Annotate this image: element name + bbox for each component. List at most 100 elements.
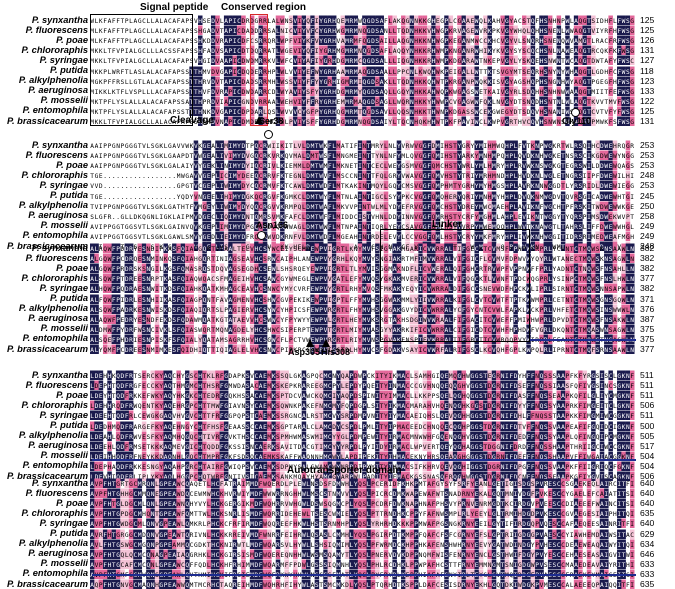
residue-letter: N <box>496 173 500 180</box>
residue-cell <box>301 180 307 191</box>
residue-letter: N <box>388 153 392 160</box>
residue-cell <box>591 96 596 106</box>
residue-cell <box>457 221 462 231</box>
residue-cell <box>232 263 238 274</box>
residue-cell <box>198 15 203 26</box>
residue-letter: A <box>224 28 228 35</box>
residue-letter: L <box>216 224 220 231</box>
residue-cell <box>396 221 402 231</box>
residue-letter: K <box>419 48 423 55</box>
residue-letter: R <box>250 234 254 241</box>
residue-cell <box>543 243 549 254</box>
residue-letter: A <box>224 38 228 45</box>
residue-letter: C <box>440 204 444 211</box>
residue-letter: S <box>185 89 189 96</box>
residue-letter: M <box>311 214 315 221</box>
residue-letter: S <box>289 18 293 25</box>
residue-letter: G <box>375 194 379 201</box>
residue-cell <box>630 76 635 86</box>
residue-cell <box>409 263 415 274</box>
residue-letter: G <box>630 89 634 96</box>
residue-cell <box>547 180 553 191</box>
residue-letter: P <box>172 99 176 106</box>
residue-letter: G <box>198 256 202 263</box>
residue-letter: R <box>380 224 384 231</box>
residue-cell <box>176 253 181 264</box>
residue-letter: A <box>159 99 163 106</box>
residue-cell <box>228 160 233 171</box>
residue-cell <box>565 25 570 36</box>
residue-letter: T <box>587 109 591 116</box>
residue-cell <box>362 25 367 36</box>
residue-letter: W <box>475 69 479 76</box>
residue-letter: E <box>518 214 522 221</box>
residue-letter: L <box>470 163 474 170</box>
residue-cell <box>504 86 510 96</box>
residue-letter: T <box>315 224 319 231</box>
residue-cell <box>547 140 553 151</box>
residue-letter: L <box>246 246 250 253</box>
residue-cell <box>336 160 341 171</box>
residue-letter: T <box>561 204 565 211</box>
residue-letter: G <box>285 48 289 55</box>
residue-cell <box>357 243 363 254</box>
residue-cell <box>487 253 492 264</box>
residue-letter: W <box>267 234 271 241</box>
residue-letter: G <box>267 204 271 211</box>
residue-cell <box>509 86 514 96</box>
residue-letter: W <box>613 194 617 201</box>
residue-letter: R <box>574 173 578 180</box>
residue-cell <box>310 76 315 86</box>
residue-cell <box>206 150 212 161</box>
residue-letter: L <box>155 214 159 221</box>
residue-cell <box>293 231 298 241</box>
residue-cell <box>582 96 587 106</box>
residue-letter: Y <box>116 99 120 106</box>
residue-letter: S <box>626 79 630 86</box>
residue-cell <box>543 221 549 231</box>
residue-letter: L <box>626 256 630 263</box>
residue-letter: D <box>306 214 310 221</box>
residue-letter: C <box>211 214 215 221</box>
residue-letter: T <box>406 256 410 263</box>
residue-letter: I <box>457 246 461 253</box>
residue-letter: V <box>561 246 565 253</box>
residue-letter: I <box>220 143 224 150</box>
residue-cell <box>392 76 397 86</box>
residue-cell <box>306 55 311 66</box>
residue-letter: P <box>354 204 358 211</box>
residue-cell <box>465 221 471 231</box>
residue-letter: K <box>600 256 604 263</box>
residue-letter: R <box>263 224 267 231</box>
residue-letter: N <box>557 58 561 65</box>
residue-cell <box>323 263 328 274</box>
residue-letter: C <box>596 143 600 150</box>
residue-letter: G <box>630 109 634 116</box>
residue-cell <box>288 76 294 86</box>
residue-cell <box>556 116 562 127</box>
residue-letter: R <box>509 119 513 126</box>
residue-letter: Q <box>401 89 405 96</box>
residue-letter: L <box>276 28 280 35</box>
residue-letter: I <box>358 183 362 190</box>
residue-letter: L <box>393 143 397 150</box>
residue-letter: M <box>401 153 405 160</box>
residue-cell <box>504 76 510 86</box>
residue-cell <box>461 263 467 274</box>
residue-letter: T <box>561 194 565 201</box>
residue-letter: V <box>570 194 574 201</box>
residue-cell <box>258 96 263 106</box>
residue-letter: I <box>470 119 474 126</box>
residue-letter: K <box>112 89 116 96</box>
residue-letter: P <box>518 266 522 273</box>
residue-cell <box>409 243 415 254</box>
residue-cell <box>465 191 471 201</box>
residue-cell <box>331 86 337 96</box>
residue-cell <box>414 201 419 211</box>
residue-letter: A <box>302 256 306 263</box>
species-label: P. chlororaphis <box>21 169 88 180</box>
residue-cell <box>102 253 108 264</box>
residue-cell <box>258 45 263 56</box>
residue-cell <box>331 243 337 254</box>
residue-cell <box>388 86 393 96</box>
